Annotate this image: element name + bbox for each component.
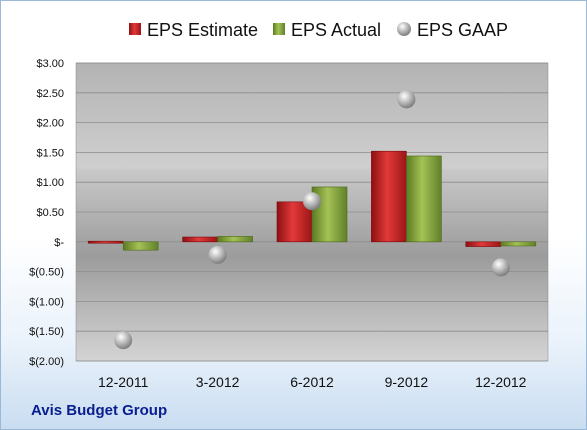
legend-swatch-actual xyxy=(273,23,285,35)
bar-eps-actual xyxy=(406,155,442,243)
bar-eps-estimate xyxy=(465,241,502,247)
bar-eps-actual xyxy=(217,236,253,243)
bar-eps-estimate xyxy=(87,240,124,244)
bar-eps-estimate xyxy=(182,236,218,243)
gaap-points xyxy=(114,90,510,350)
x-axis-ticks: 12-2011 3-2012 6-2012 9-2012 12-2012 xyxy=(98,374,527,390)
x-tick-label: 3-2012 xyxy=(196,374,240,390)
x-tick-label: 9-2012 xyxy=(385,374,429,390)
point-eps-gaap xyxy=(303,192,321,211)
legend: EPS Estimate EPS Actual EPS GAAP xyxy=(129,20,508,40)
x-tick-label: 12-2011 xyxy=(98,374,149,390)
legend-swatch-estimate xyxy=(129,23,141,35)
point-eps-gaap xyxy=(208,245,227,264)
y-tick-label: $1.00 xyxy=(36,177,64,189)
legend-label-gaap: EPS GAAP xyxy=(417,20,508,40)
legend-label-estimate: EPS Estimate xyxy=(147,20,258,40)
bar-eps-estimate xyxy=(276,201,313,243)
point-eps-gaap xyxy=(114,331,133,350)
x-tick-label: 12-2012 xyxy=(475,374,527,390)
y-tick-label: $2.00 xyxy=(36,118,64,130)
y-tick-label: $(2.00) xyxy=(29,356,64,368)
x-tick-label: 6-2012 xyxy=(290,374,334,390)
legend-label-actual: EPS Actual xyxy=(291,20,381,40)
bar-eps-estimate xyxy=(371,150,407,243)
legend-swatch-gaap xyxy=(397,22,411,36)
bars xyxy=(87,150,537,251)
point-eps-gaap xyxy=(397,90,416,109)
point-eps-gaap xyxy=(491,258,510,277)
y-tick-label: $2.50 xyxy=(36,88,64,100)
y-tick-label: $(0.50) xyxy=(29,267,64,279)
y-tick-label: $- xyxy=(54,237,64,249)
y-tick-label: $(1.50) xyxy=(29,326,64,338)
y-tick-label: $3.00 xyxy=(36,58,64,70)
y-axis-ticks: $3.00 $2.50 $2.00 $1.50 $1.00 $0.50 $- $(0.50) $… xyxy=(29,58,64,368)
bar-eps-actual xyxy=(122,241,159,251)
y-tick-label: $1.50 xyxy=(36,147,64,159)
y-tick-label: $0.50 xyxy=(36,207,64,219)
bar-eps-actual xyxy=(500,241,537,247)
company-name: Avis Budget Group xyxy=(31,402,168,419)
y-tick-label: $(1.00) xyxy=(29,296,64,308)
